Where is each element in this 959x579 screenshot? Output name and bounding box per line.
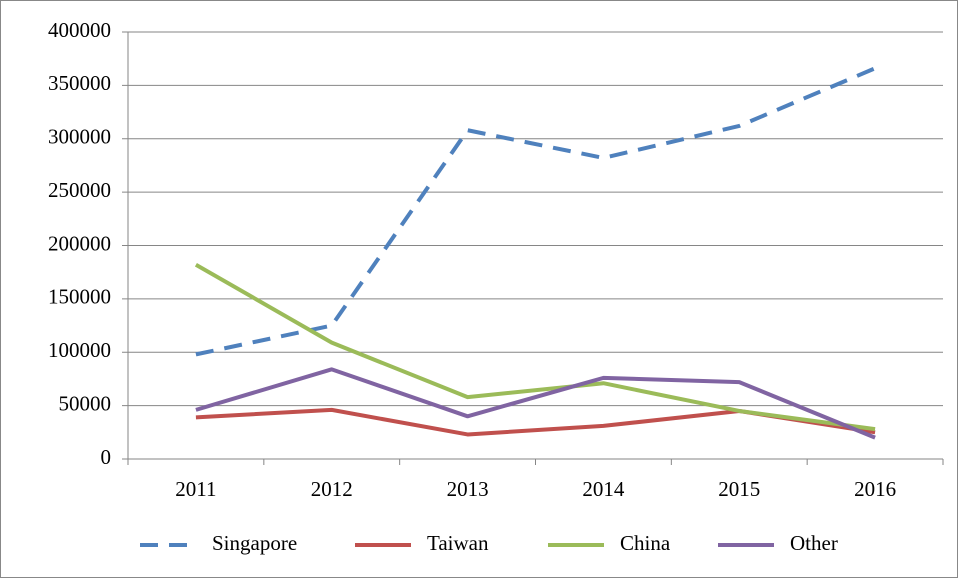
legend-label: Other bbox=[790, 531, 838, 555]
y-tick-label: 300000 bbox=[48, 125, 111, 149]
y-tick-label: 100000 bbox=[48, 338, 111, 362]
legend-label: China bbox=[620, 531, 671, 555]
y-tick-label: 50000 bbox=[59, 391, 112, 415]
legend-label: Taiwan bbox=[427, 531, 489, 555]
x-tick-label: 2016 bbox=[854, 477, 896, 501]
x-tick-label: 2015 bbox=[718, 477, 760, 501]
y-tick-label: 350000 bbox=[48, 71, 111, 95]
series-line bbox=[194, 262, 876, 432]
x-tick-label: 2013 bbox=[447, 477, 489, 501]
y-tick-label: 250000 bbox=[48, 178, 111, 202]
series-line bbox=[195, 66, 876, 357]
y-tick-label: 0 bbox=[101, 445, 112, 469]
x-tick-label: 2011 bbox=[175, 477, 216, 501]
series-line bbox=[195, 367, 876, 440]
x-tick-label: 2014 bbox=[582, 477, 625, 501]
y-tick-label: 400000 bbox=[48, 18, 111, 42]
legend-label: Singapore bbox=[212, 531, 297, 555]
y-tick-label: 200000 bbox=[48, 231, 111, 255]
x-tick-label: 2012 bbox=[311, 477, 353, 501]
y-tick-label: 150000 bbox=[48, 285, 111, 309]
